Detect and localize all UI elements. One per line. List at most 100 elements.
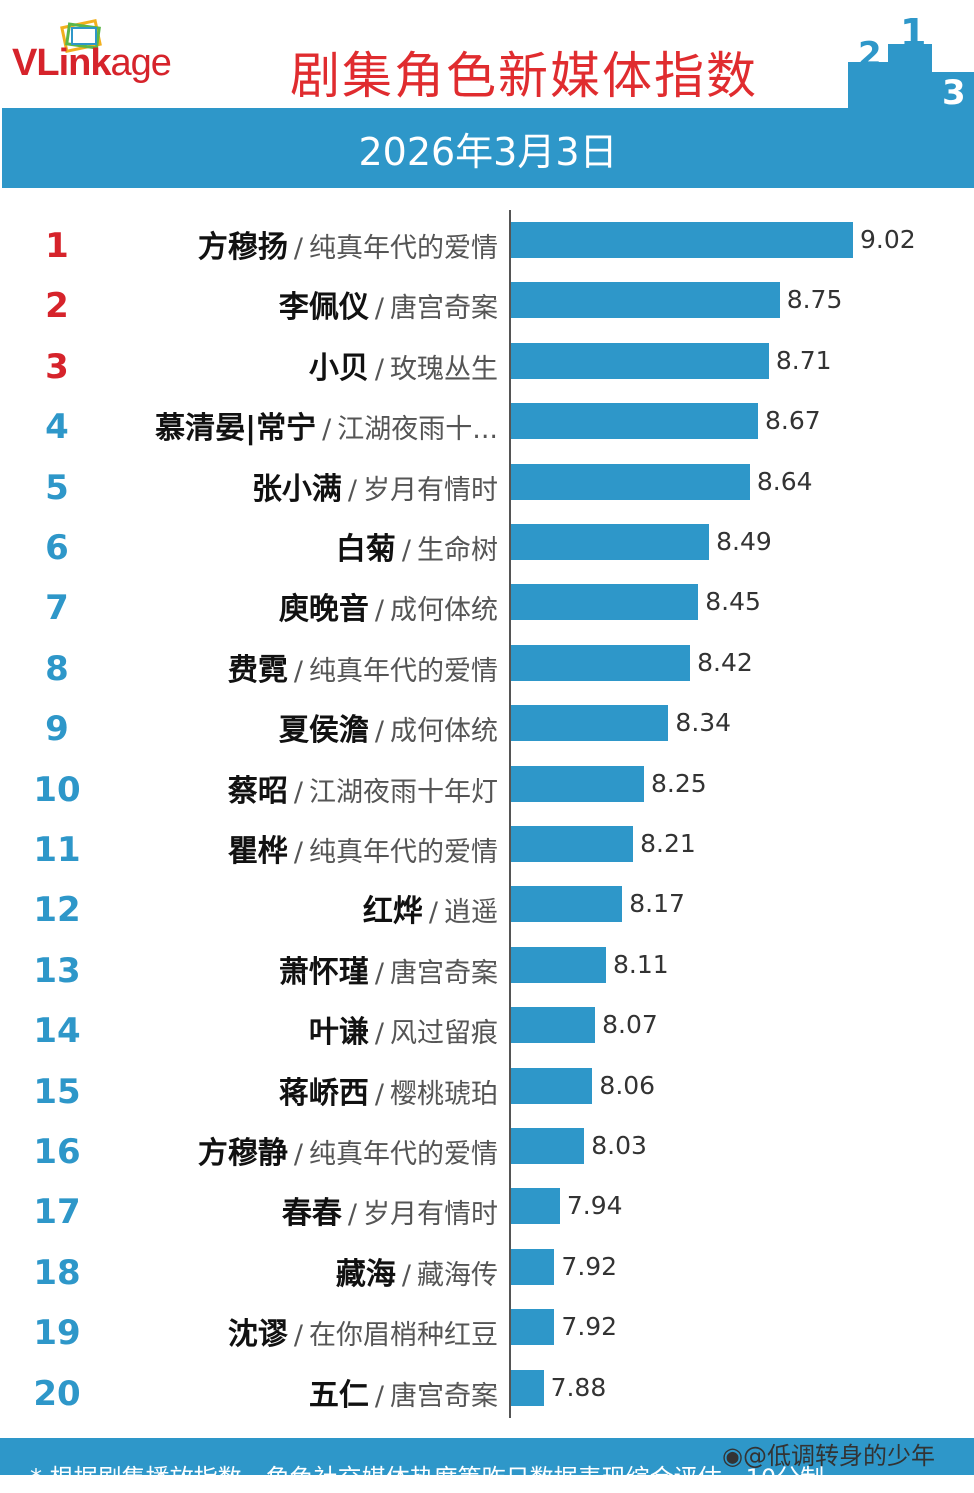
bar-16 [511,1128,585,1164]
show-title: 唐宫奇案 [390,293,498,325]
character-name: 方穆静 [197,1136,288,1171]
character-name: 蒋峤西 [278,1075,369,1111]
rank-18: 18 [33,1252,81,1293]
show-title: 纯真年代的爱情 [309,837,498,868]
value-label-18: 7.92 [561,1251,618,1281]
bar-11 [511,826,634,862]
show-title: 樱桃琥珀 [390,1078,498,1110]
value-label-6: 8.49 [716,527,772,556]
rank-10: 10 [33,769,81,810]
character-name: 蔡昭 [227,773,288,809]
row-label: 蔡昭 / 江湖夜雨十年灯 [228,766,498,810]
value-label-19: 7.92 [561,1312,618,1342]
bar-5 [511,463,750,500]
row-label: 萧怀瑾 / 唐宫奇案 [279,947,498,991]
show-title: 生命树 [417,535,498,566]
bar-17 [511,1188,560,1225]
bar-2 [511,282,780,319]
character-name: 藏海 [335,1256,396,1292]
separator: / [293,1320,303,1352]
character-name: 五仁 [308,1377,369,1413]
value-label-16: 8.03 [591,1131,647,1160]
separator: / [293,776,303,808]
bar-8 [511,644,691,681]
bar-13 [511,946,606,983]
value-label-3: 8.71 [775,345,832,375]
bar-15 [511,1067,593,1104]
show-title: 纯真年代的爱情 [309,233,498,264]
rank-5: 5 [45,467,69,508]
separator: / [293,655,303,687]
row-label: 庾晚音 / 成何体统 [279,584,498,628]
character-name: 红烨 [362,894,423,930]
separator: / [374,595,384,627]
show-title: 江湖夜雨十... [337,414,498,446]
row-label: 方穆静 / 纯真年代的爱情 [198,1128,498,1172]
row-label: 慕清晏|常宁 / 江湖夜雨十... [155,403,498,447]
bar-9 [511,705,669,742]
weibo-icon: ◉ [722,1442,743,1470]
character-name: 慕清晏|常宁 [155,411,317,447]
show-title: 玫瑰丛生 [390,353,498,385]
separator: / [374,1078,384,1110]
show-title: 成何体统 [390,595,498,627]
show-title: 藏海传 [417,1259,498,1291]
character-name: 夏侯澹 [278,713,369,749]
row-label: 方穆扬 / 纯真年代的爱情 [198,222,498,266]
separator: / [347,474,357,506]
show-title: 纯真年代的爱情 [309,1139,498,1170]
logo-link: Link [36,42,111,84]
date-band: 2026年3月3日 [2,108,974,188]
separator: / [428,897,438,929]
bar-12 [511,886,623,923]
bar-10 [511,765,644,802]
character-name: 李佩仪 [278,290,369,326]
row-label: 费霓 / 纯真年代的爱情 [228,645,498,689]
logo-age: age [110,42,171,84]
separator: / [374,1380,384,1412]
value-label-15: 8.06 [599,1070,656,1100]
value-label-12: 8.17 [629,889,685,919]
logo-mark-icon [60,18,102,54]
rank-4: 4 [45,407,69,448]
bar-4 [511,403,758,440]
show-title: 江湖夜雨十年灯 [309,776,498,808]
rank-1: 1 [45,226,69,266]
bar-7 [511,584,699,621]
value-label-10: 8.25 [651,768,707,798]
separator: / [374,716,384,748]
rank-17: 17 [33,1192,81,1233]
rank-15: 15 [33,1071,81,1112]
row-label: 张小满 / 岁月有情时 [252,464,498,508]
logo-v: V [12,42,37,84]
rank-6: 6 [45,528,69,568]
show-title: 在你眉梢种红豆 [309,1320,498,1352]
row-label: 小贝 / 玫瑰丛生 [309,343,498,387]
row-label: 红烨 / 逍遥 [363,886,498,930]
character-name: 方穆扬 [197,230,288,265]
header: VLinkage 剧集角色新媒体指数 2 1 3 [0,0,974,108]
axis-line [509,210,511,1418]
character-name: 瞿桦 [227,834,288,869]
bar-1 [511,222,853,258]
show-title: 唐宫奇案 [390,957,498,989]
date-label: 2026年3月3日 [358,130,618,174]
separator: / [401,535,411,566]
bar-14 [511,1007,596,1044]
rank-20: 20 [33,1373,81,1414]
svg-text:1: 1 [900,14,926,55]
show-title: 岁月有情时 [363,474,498,506]
value-label-11: 8.21 [640,829,696,858]
page-title: 剧集角色新媒体指数 [290,47,758,105]
svg-text:3: 3 [942,73,966,108]
rank-11: 11 [33,830,81,870]
separator: / [374,1018,384,1050]
separator: / [322,414,332,446]
rank-16: 16 [33,1132,81,1172]
logo: VLinkage [12,42,172,85]
bar-20 [511,1369,544,1406]
row-label: 瞿桦 / 纯真年代的爱情 [228,826,498,870]
bar-6 [511,524,710,560]
row-label: 沈谬 / 在你眉梢种红豆 [228,1309,498,1353]
watermark: ◉@低调转身的少年 [722,1436,935,1471]
